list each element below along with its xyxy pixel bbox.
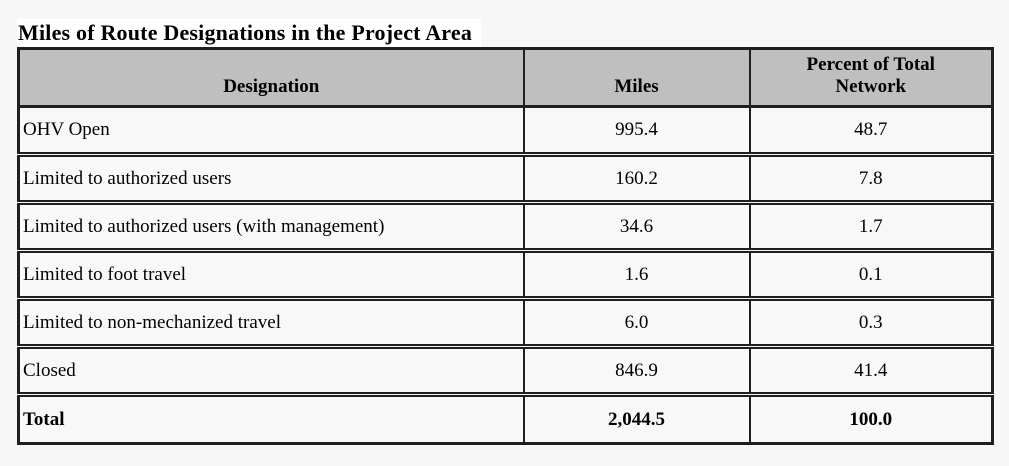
- percent-cell: 0.3: [748, 298, 994, 349]
- designation-cell: Limited to foot travel: [17, 250, 525, 301]
- table-row-limited-non-mechanized: Limited to non-mechanized travel 6.0 0.3: [17, 298, 994, 349]
- table-row-limited-foot-travel: Limited to foot travel 1.6 0.1: [17, 250, 994, 301]
- miles-cell: 846.9: [522, 346, 751, 397]
- miles-cell: 160.2: [522, 154, 751, 205]
- table-title: Miles of Route Designations in the Proje…: [17, 19, 482, 47]
- miles-cell: 995.4: [522, 106, 751, 157]
- table-row-closed: Closed 846.9 41.4: [17, 346, 994, 397]
- miles-cell: 6.0: [522, 298, 751, 349]
- designation-cell: OHV Open: [17, 106, 525, 157]
- column-header-miles: Miles: [522, 48, 751, 108]
- designation-cell: Closed: [17, 346, 525, 397]
- total-miles-cell: 2,044.5: [522, 394, 751, 445]
- designation-cell: Limited to non-mechanized travel: [17, 298, 525, 349]
- percent-cell: 7.8: [748, 154, 994, 205]
- table-row-ohv-open: OHV Open 995.4 48.7: [17, 106, 994, 157]
- total-percent-cell: 100.0: [748, 394, 994, 445]
- miles-cell: 1.6: [522, 250, 751, 301]
- table-row-limited-authorized-management: Limited to authorized users (with manage…: [17, 202, 994, 253]
- table-header-row: Designation Miles Percent of Total Netwo…: [17, 48, 994, 108]
- percent-cell: 0.1: [748, 250, 994, 301]
- percent-cell: 41.4: [748, 346, 994, 397]
- document-page: Miles of Route Designations in the Proje…: [17, 19, 994, 445]
- column-header-miles-label: Miles: [614, 76, 659, 98]
- miles-cell: 34.6: [522, 202, 751, 253]
- designation-cell: Limited to authorized users: [17, 154, 525, 205]
- route-designations-table: Designation Miles Percent of Total Netwo…: [17, 47, 994, 445]
- table-row-total: Total 2,044.5 100.0: [17, 394, 994, 445]
- column-header-percent: Percent of Total Network: [748, 48, 994, 108]
- total-label-cell: Total: [17, 394, 525, 445]
- table-row-limited-authorized: Limited to authorized users 160.2 7.8: [17, 154, 994, 205]
- column-header-percent-label: Percent of Total Network: [806, 54, 935, 98]
- column-header-designation: Designation: [17, 48, 525, 108]
- column-header-designation-label: Designation: [223, 76, 320, 98]
- percent-cell: 1.7: [748, 202, 994, 253]
- percent-cell: 48.7: [748, 106, 994, 157]
- designation-cell: Limited to authorized users (with manage…: [17, 202, 525, 253]
